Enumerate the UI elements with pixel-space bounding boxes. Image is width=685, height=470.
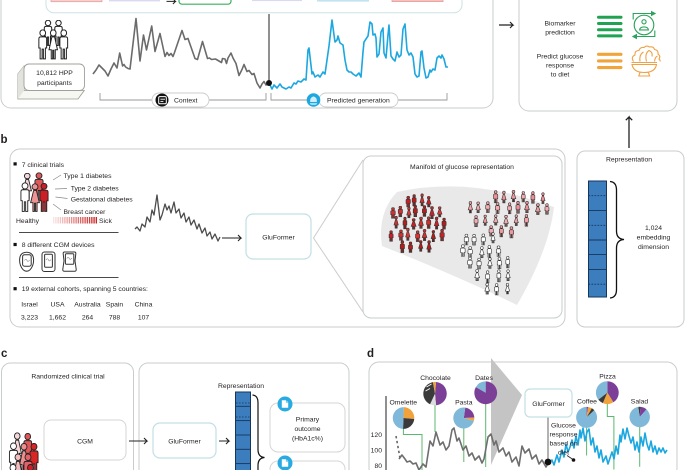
svg-text:Pizza: Pizza	[599, 374, 616, 381]
svg-text:China: China	[135, 302, 153, 309]
svg-text:to diet: to diet	[551, 72, 570, 79]
svg-text:120: 120	[371, 432, 383, 439]
svg-text:1,024: 1,024	[645, 225, 662, 232]
svg-text:GluFormer: GluFormer	[168, 439, 201, 446]
svg-text:c: c	[1, 348, 8, 360]
svg-text:GluFormer: GluFormer	[532, 401, 565, 408]
svg-text:Representation: Representation	[606, 157, 652, 164]
svg-text:Sick: Sick	[99, 218, 112, 225]
svg-text:Randomized clinical trial: Randomized clinical trial	[31, 374, 105, 381]
svg-text:Manifold of glucose representa: Manifold of glucose representation	[410, 164, 514, 171]
svg-text:Chocolate: Chocolate	[420, 375, 451, 382]
svg-text:based on: based on	[550, 441, 578, 448]
svg-text:Spain: Spain	[106, 302, 124, 309]
svg-text:participants: participants	[37, 80, 72, 87]
svg-text:Glucose: Glucose	[551, 423, 576, 430]
svg-text:Israel: Israel	[21, 302, 38, 309]
svg-text:19 external cohorts, spanning: 19 external cohorts, spanning 5 countrie…	[22, 286, 148, 293]
svg-text:diet: diet	[558, 450, 569, 457]
svg-text:Coffee: Coffee	[577, 399, 597, 406]
svg-text:b: b	[1, 134, 8, 146]
svg-text:Predicted generation: Predicted generation	[327, 98, 390, 105]
svg-text:264: 264	[82, 315, 94, 322]
svg-text:107: 107	[138, 315, 150, 322]
svg-text:Healthy: Healthy	[16, 218, 40, 225]
svg-text:outcome: outcome	[294, 426, 320, 433]
svg-text:Type 1 diabetes: Type 1 diabetes	[64, 173, 113, 180]
svg-text:80: 80	[374, 463, 382, 470]
svg-text:(HbA1c%): (HbA1c%)	[292, 436, 323, 443]
svg-text:dimension: dimension	[638, 244, 669, 251]
svg-text:Dates: Dates	[475, 375, 493, 382]
svg-text:3,223: 3,223	[21, 315, 38, 322]
svg-text:USA: USA	[51, 302, 65, 309]
svg-text:response: response	[550, 432, 578, 439]
svg-text:Breast cancer: Breast cancer	[64, 209, 107, 216]
svg-text:Salad: Salad	[631, 399, 649, 406]
svg-text:Omelette: Omelette	[390, 400, 418, 407]
svg-text:Biomarker: Biomarker	[545, 21, 577, 28]
svg-text:Predict glucose: Predict glucose	[537, 54, 584, 61]
svg-text:Gestational diabetes: Gestational diabetes	[71, 197, 134, 204]
svg-text:1,662: 1,662	[49, 315, 66, 322]
svg-text:embedding: embedding	[637, 235, 671, 242]
svg-text:Context: Context	[174, 98, 198, 105]
svg-text:Pasta: Pasta	[455, 400, 473, 407]
svg-text:100: 100	[371, 448, 383, 455]
svg-text:Representation: Representation	[218, 383, 264, 390]
svg-text:8 different CGM devices: 8 different CGM devices	[22, 242, 95, 249]
svg-text:Type 2 diabetes: Type 2 diabetes	[71, 185, 120, 192]
svg-text:Australia: Australia	[74, 302, 101, 309]
svg-text:10,812 HPP: 10,812 HPP	[36, 70, 73, 77]
svg-text:response: response	[546, 63, 574, 70]
svg-text:7 clinical trials: 7 clinical trials	[22, 162, 65, 169]
svg-text:788: 788	[109, 315, 121, 322]
svg-text:CGM: CGM	[77, 439, 93, 446]
svg-text:d: d	[367, 348, 374, 360]
svg-text:Primary: Primary	[296, 417, 320, 424]
svg-text:GluFormer: GluFormer	[262, 235, 295, 242]
svg-text:prediction: prediction	[545, 30, 575, 37]
